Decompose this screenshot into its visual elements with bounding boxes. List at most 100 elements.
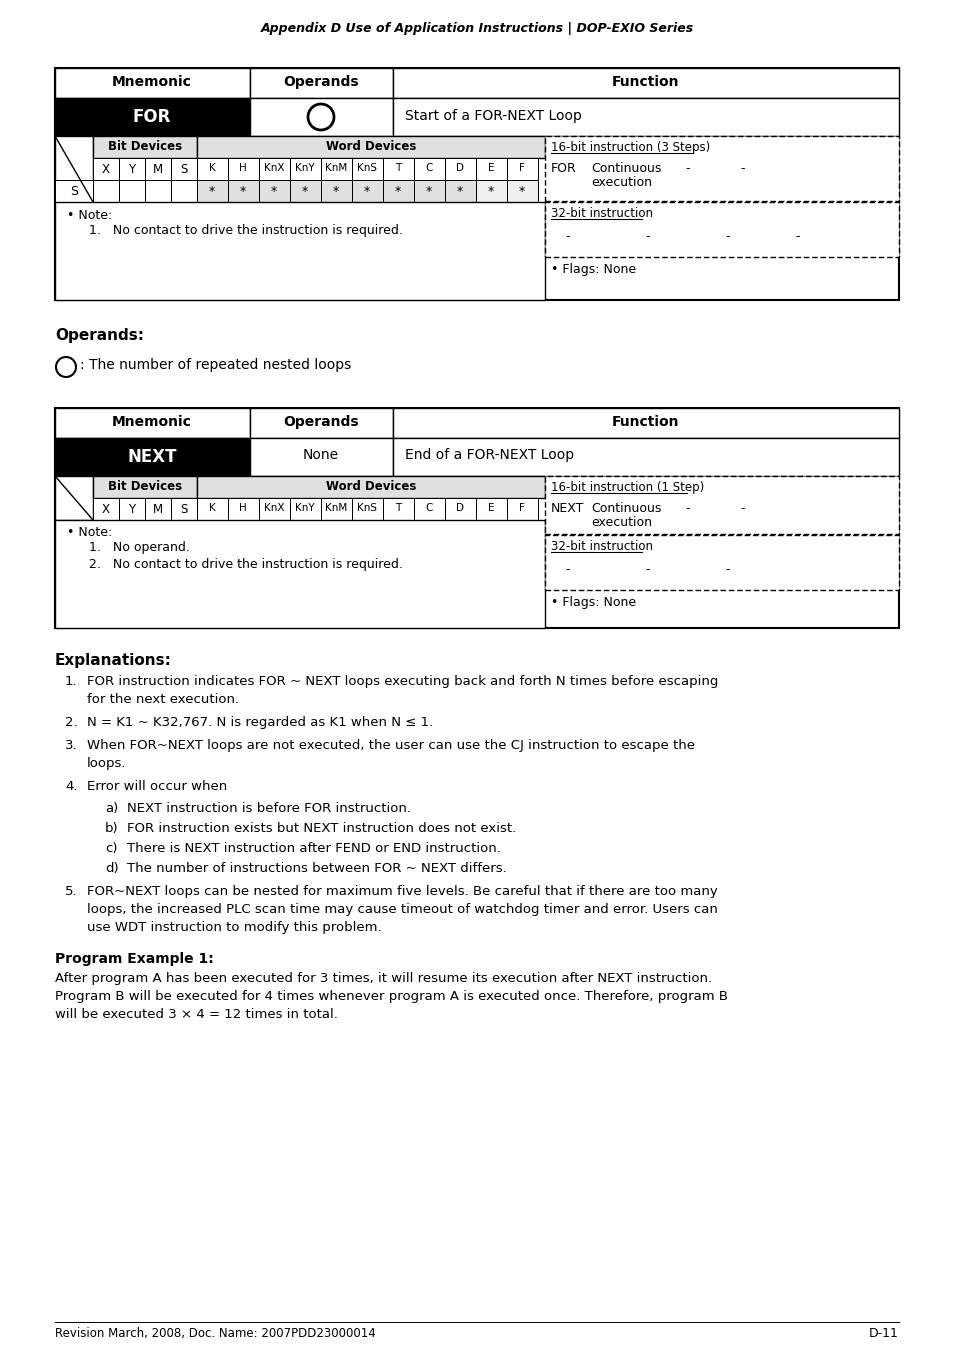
Text: X: X xyxy=(102,503,110,516)
Bar xyxy=(55,68,250,99)
Text: Word Devices: Word Devices xyxy=(326,480,416,493)
Text: NEXT: NEXT xyxy=(551,503,584,515)
Bar xyxy=(414,499,444,520)
Text: 2.   No contact to drive the instruction is required.: 2. No contact to drive the instruction i… xyxy=(89,558,402,571)
Bar xyxy=(506,158,537,180)
Text: Bit Devices: Bit Devices xyxy=(108,141,182,153)
Text: C: C xyxy=(425,503,433,513)
Text: *: * xyxy=(487,185,494,199)
Text: 1.   No contact to drive the instruction is required.: 1. No contact to drive the instruction i… xyxy=(89,224,402,236)
Text: KnM: KnM xyxy=(325,163,347,173)
Bar xyxy=(228,499,258,520)
Text: Continuous: Continuous xyxy=(590,162,660,176)
Bar xyxy=(320,499,352,520)
Text: 32-bit instruction: 32-bit instruction xyxy=(551,540,652,553)
Text: • Flags: None: • Flags: None xyxy=(551,596,636,609)
Bar xyxy=(393,408,898,438)
Bar xyxy=(55,438,250,476)
Bar xyxy=(92,476,196,499)
Text: H: H xyxy=(239,163,247,173)
Bar xyxy=(92,136,196,158)
Text: *: * xyxy=(301,185,308,199)
Text: KnX: KnX xyxy=(263,503,284,513)
Text: Mnemonic: Mnemonic xyxy=(112,415,192,430)
Text: KnM: KnM xyxy=(325,503,347,513)
Bar xyxy=(119,499,145,520)
Text: Revision March, 2008, Doc. Name: 2007PDD23000014: Revision March, 2008, Doc. Name: 2007PDD… xyxy=(55,1327,375,1340)
Text: End of a FOR-NEXT Loop: End of a FOR-NEXT Loop xyxy=(405,449,574,462)
Text: F: F xyxy=(518,163,524,173)
Text: 3.: 3. xyxy=(65,739,77,753)
Text: d): d) xyxy=(105,862,118,875)
Bar xyxy=(55,408,898,628)
Bar xyxy=(145,158,171,180)
Text: S: S xyxy=(70,185,78,199)
Bar xyxy=(476,499,506,520)
Text: K: K xyxy=(209,503,215,513)
Bar xyxy=(119,158,145,180)
Bar xyxy=(393,68,898,99)
Text: *: * xyxy=(363,185,370,199)
Bar xyxy=(393,438,898,476)
Text: *: * xyxy=(395,185,400,199)
Text: • Note:: • Note: xyxy=(67,209,112,222)
Bar xyxy=(352,180,382,203)
Text: FOR: FOR xyxy=(132,108,171,126)
Bar xyxy=(196,180,228,203)
Text: E: E xyxy=(487,163,494,173)
Text: None: None xyxy=(303,449,338,462)
Text: use WDT instruction to modify this problem.: use WDT instruction to modify this probl… xyxy=(87,921,381,934)
Bar xyxy=(382,158,414,180)
Text: • Note:: • Note: xyxy=(67,526,112,539)
Text: Word Devices: Word Devices xyxy=(326,141,416,153)
Bar xyxy=(290,158,320,180)
Text: 2.: 2. xyxy=(65,716,77,730)
Bar xyxy=(196,476,544,499)
Text: b): b) xyxy=(105,821,118,835)
Bar xyxy=(55,180,92,203)
Text: T: T xyxy=(395,503,400,513)
Bar xyxy=(476,158,506,180)
Bar xyxy=(320,180,352,203)
Text: K: K xyxy=(209,163,215,173)
Text: FOR instruction indicates FOR ~ NEXT loops executing back and forth N times befo: FOR instruction indicates FOR ~ NEXT loo… xyxy=(87,676,718,688)
Text: KnX: KnX xyxy=(263,163,284,173)
Text: M: M xyxy=(152,163,163,176)
Bar xyxy=(228,158,258,180)
Text: S: S xyxy=(180,503,188,516)
Text: for the next execution.: for the next execution. xyxy=(87,693,239,707)
Text: M: M xyxy=(152,503,163,516)
Text: KnY: KnY xyxy=(294,163,314,173)
Text: -: - xyxy=(724,230,729,243)
Bar xyxy=(506,499,537,520)
Text: loops, the increased PLC scan time may cause timeout of watchdog timer and error: loops, the increased PLC scan time may c… xyxy=(87,902,717,916)
Text: Y: Y xyxy=(129,503,135,516)
Bar xyxy=(258,180,290,203)
Text: -: - xyxy=(564,230,569,243)
Bar xyxy=(290,180,320,203)
Bar xyxy=(544,136,898,201)
Text: *: * xyxy=(456,185,462,199)
Text: loops.: loops. xyxy=(87,757,127,770)
Text: *: * xyxy=(209,185,214,199)
Text: *: * xyxy=(333,185,338,199)
Text: c): c) xyxy=(105,842,117,855)
Bar xyxy=(258,499,290,520)
Text: NEXT instruction is before FOR instruction.: NEXT instruction is before FOR instructi… xyxy=(127,802,411,815)
Bar xyxy=(382,499,414,520)
Bar xyxy=(414,158,444,180)
Bar xyxy=(55,408,250,438)
Text: 4.: 4. xyxy=(65,780,77,793)
Text: -: - xyxy=(740,503,743,515)
Bar xyxy=(250,408,393,438)
Text: FOR instruction exists but NEXT instruction does not exist.: FOR instruction exists but NEXT instruct… xyxy=(127,821,516,835)
Bar xyxy=(258,158,290,180)
Text: 5.: 5. xyxy=(65,885,77,898)
Bar xyxy=(55,68,898,300)
Text: a): a) xyxy=(105,802,118,815)
Bar xyxy=(119,180,145,203)
Text: X: X xyxy=(102,163,110,176)
Bar xyxy=(171,180,196,203)
Bar xyxy=(506,180,537,203)
Text: : The number of repeated nested loops: : The number of repeated nested loops xyxy=(80,358,351,372)
